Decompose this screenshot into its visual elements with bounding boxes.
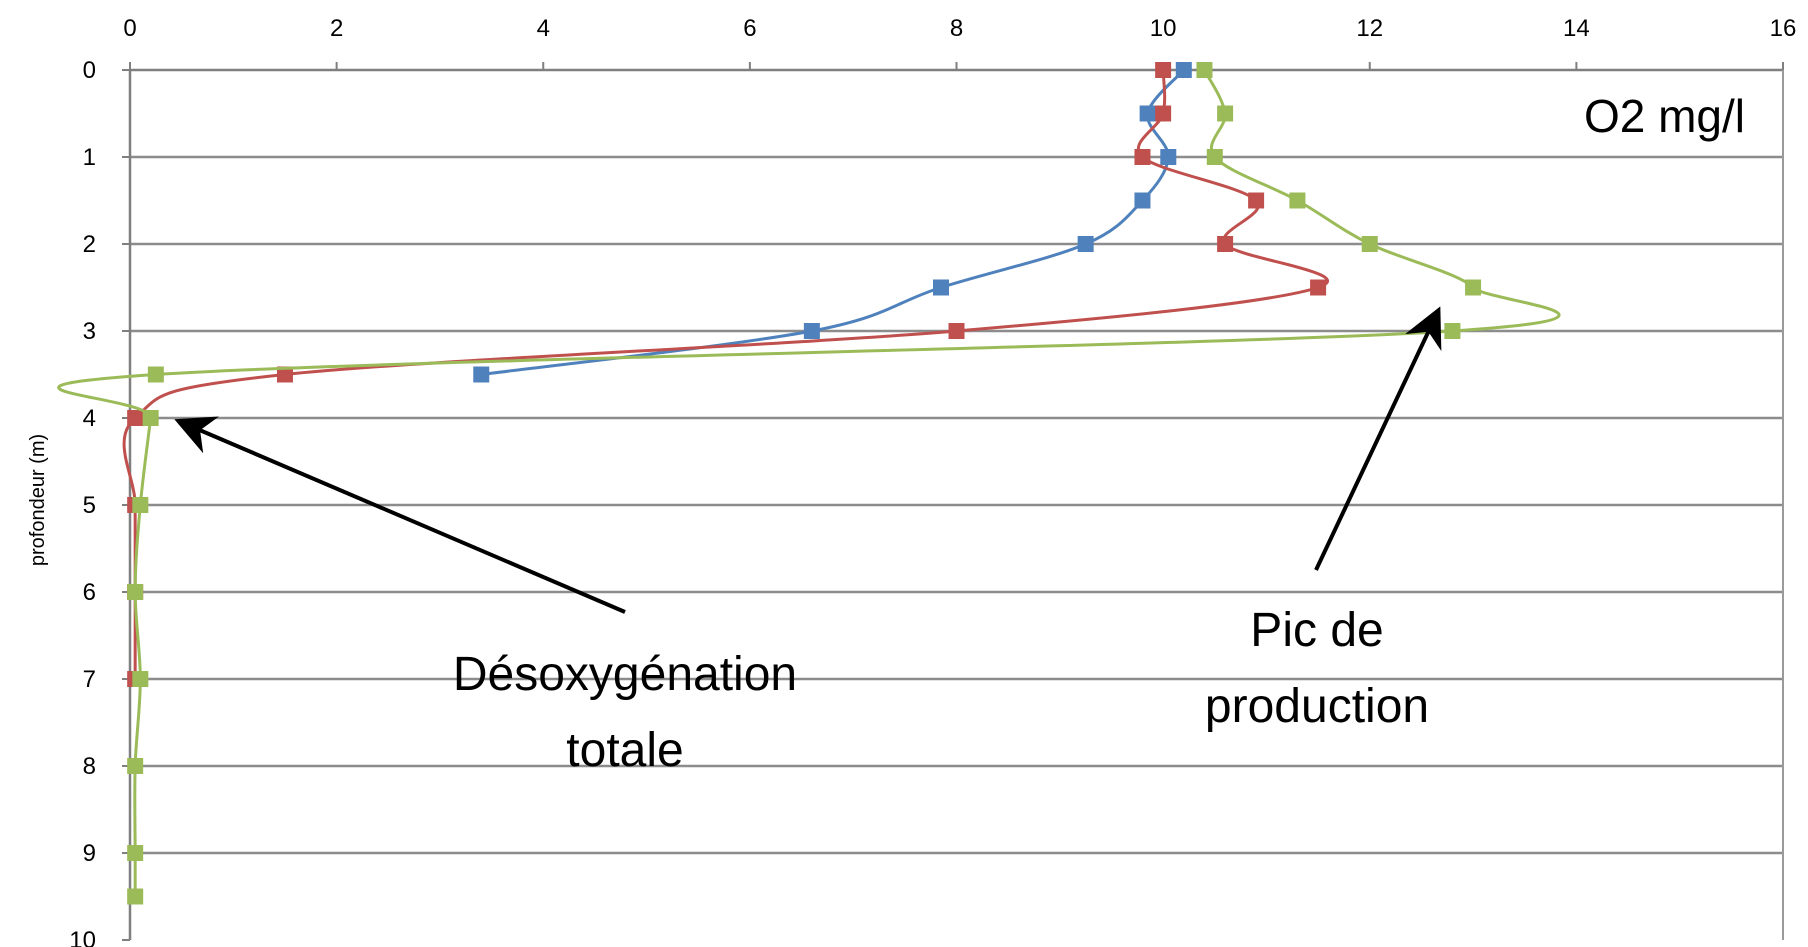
- y-tick-labels: 0 1 2 3 4 5 6 7 8 9 10: [69, 57, 130, 947]
- y-tick-label-9: 9: [83, 840, 96, 867]
- x-tick-label-8: 8: [950, 15, 963, 42]
- series-2-point-4: [1217, 236, 1234, 252]
- y-tick-label-4: 4: [83, 405, 96, 432]
- annotation-2-line-2: production: [1205, 680, 1429, 733]
- annotation-1-line-2: totale: [566, 724, 683, 777]
- series-2-point-7: [276, 366, 293, 383]
- series-2-point-3: [1248, 192, 1265, 209]
- annotation-2-arrow: [1314, 306, 1442, 571]
- x-tick-label-4: 4: [537, 15, 550, 42]
- x-tick-label-2: 2: [330, 15, 343, 42]
- annotation-1: Désoxygénation totale: [174, 416, 797, 777]
- annotations: Désoxygénation totale Pic de production: [174, 306, 1442, 777]
- x-tick-labels: 0 2 4 6 8 10 12 14 16: [123, 15, 1796, 70]
- series-3-point-12: [127, 758, 144, 774]
- y-tick-label-7: 7: [83, 666, 96, 693]
- x-tick-label-10: 10: [1150, 15, 1177, 42]
- x-tick-label-6: 6: [743, 15, 756, 42]
- series-group: [57, 62, 1561, 905]
- series-3-point-1: [1217, 105, 1234, 122]
- series-3-point-4: [1361, 236, 1378, 252]
- series-1: [473, 62, 1192, 383]
- series-2-point-6: [948, 323, 965, 339]
- annotation-2-line-1: Pic de: [1250, 604, 1383, 657]
- x-tick-label-12: 12: [1356, 15, 1383, 42]
- series-1-point-5: [933, 279, 950, 296]
- series-2-point-5: [1310, 279, 1327, 296]
- y-tick-label-10: 10: [69, 927, 96, 947]
- series-3-point-14: [127, 888, 144, 905]
- y-axis-label: profondeur (m): [27, 434, 49, 566]
- x-tick-label-16: 16: [1770, 15, 1797, 42]
- y-tick-label-0: 0: [83, 57, 96, 84]
- series-1-point-3: [1134, 192, 1151, 209]
- y-tick-label-8: 8: [83, 753, 96, 780]
- annotation-1-arrow: [174, 416, 626, 614]
- y-tick-label-5: 5: [83, 492, 96, 519]
- y-tick-label-3: 3: [83, 318, 96, 345]
- series-2-point-8: [127, 410, 144, 426]
- series-1-point-0: [1175, 62, 1192, 78]
- series-2-point-2: [1134, 149, 1151, 165]
- x-tick-label-14: 14: [1563, 15, 1590, 42]
- unit-label: O2 mg/l: [1584, 90, 1745, 142]
- series-3-point-2: [1206, 149, 1223, 165]
- grid-lines: [130, 155, 1783, 855]
- series-1-line: [481, 68, 1185, 376]
- series-3-point-7: [147, 366, 164, 383]
- series-3-point-11: [132, 671, 149, 687]
- series-3-point-6: [1444, 323, 1461, 339]
- series-3: [57, 62, 1561, 905]
- series-1-point-6: [803, 323, 820, 339]
- series-1-point-2: [1160, 149, 1177, 165]
- annotation-1-line-1: Désoxygénation: [453, 648, 797, 701]
- series-3-point-3: [1289, 192, 1306, 209]
- series-2-point-0: [1155, 62, 1172, 78]
- series-1-point-7: [473, 366, 490, 383]
- series-3-point-8: [142, 410, 159, 426]
- series-3-point-0: [1196, 62, 1213, 78]
- series-3-point-10: [127, 584, 144, 600]
- annotation-2: Pic de production: [1205, 306, 1442, 733]
- series-3-point-5: [1465, 279, 1482, 296]
- series-2-point-1: [1155, 105, 1172, 122]
- series-3-point-9: [132, 497, 149, 513]
- y-tick-label-2: 2: [83, 231, 96, 258]
- y-tick-label-1: 1: [83, 144, 96, 171]
- series-1-point-4: [1077, 236, 1094, 252]
- series-1-point-1: [1139, 105, 1156, 122]
- y-tick-label-6: 6: [83, 579, 96, 606]
- series-3-point-13: [127, 845, 144, 861]
- x-tick-label-0: 0: [123, 15, 136, 42]
- series-2-line: [122, 69, 1330, 679]
